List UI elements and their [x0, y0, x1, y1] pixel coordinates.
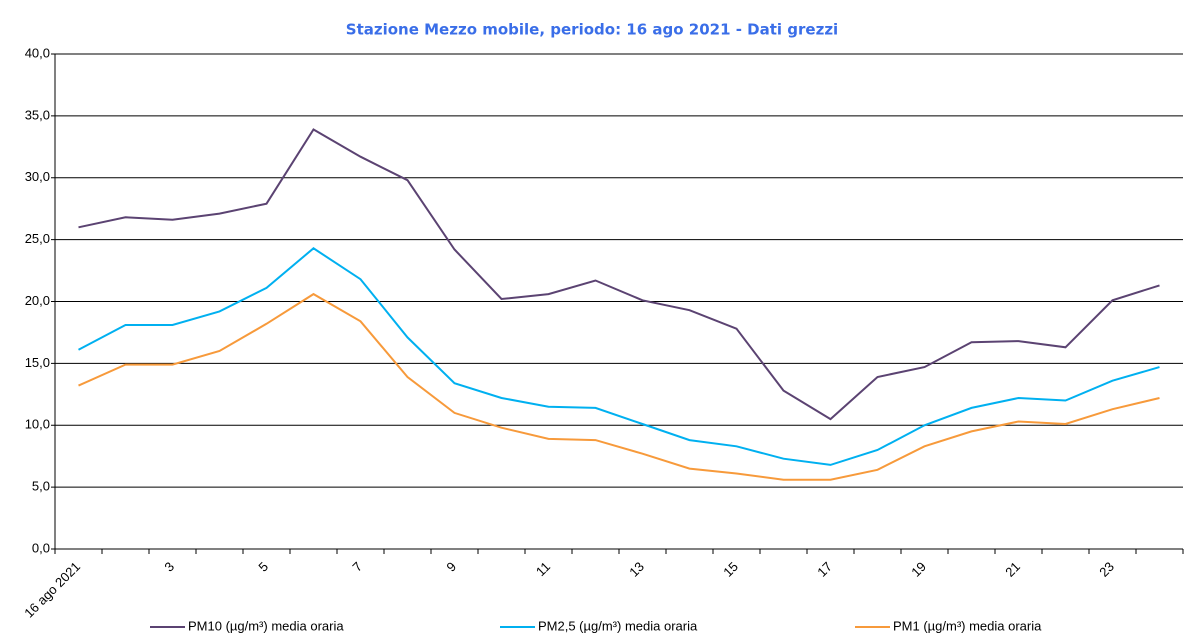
y-tick-label: 20,0: [25, 293, 50, 308]
y-tick-label: 30,0: [25, 169, 50, 184]
x-tick-label: 21: [1002, 559, 1023, 580]
series-line: [78, 128, 1160, 421]
x-tick-label: 5: [255, 559, 271, 575]
x-tick-label: 15: [720, 559, 741, 580]
y-tick-label: 5,0: [32, 479, 50, 494]
x-tick-label: 7: [349, 559, 365, 575]
x-tick-label: 13: [626, 559, 647, 580]
y-tick-label: 0,0: [32, 540, 50, 555]
x-tick-label: 23: [1096, 559, 1117, 580]
series-line: [78, 292, 1160, 481]
x-tick-label: 19: [908, 559, 929, 580]
x-tick-label: 3: [161, 559, 177, 575]
legend-label: PM2,5 (µg/m³) media oraria: [538, 618, 698, 633]
x-tick-label: 17: [814, 559, 835, 580]
legend-label: PM1 (µg/m³) media oraria: [893, 618, 1042, 633]
y-tick-label: 35,0: [25, 107, 50, 122]
x-tick-label: 9: [443, 559, 459, 575]
y-tick-label: 40,0: [25, 45, 50, 60]
y-tick-label: 15,0: [25, 355, 50, 370]
y-tick-label: 10,0: [25, 417, 50, 432]
x-tick-label: 16 ago 2021: [21, 559, 83, 621]
chart-title: Stazione Mezzo mobile, periodo: 16 ago 2…: [346, 21, 838, 39]
legend-label: PM10 (µg/m³) media oraria: [188, 618, 344, 633]
y-tick-label: 25,0: [25, 231, 50, 246]
x-tick-label: 11: [533, 559, 553, 579]
series-line: [78, 247, 1160, 466]
